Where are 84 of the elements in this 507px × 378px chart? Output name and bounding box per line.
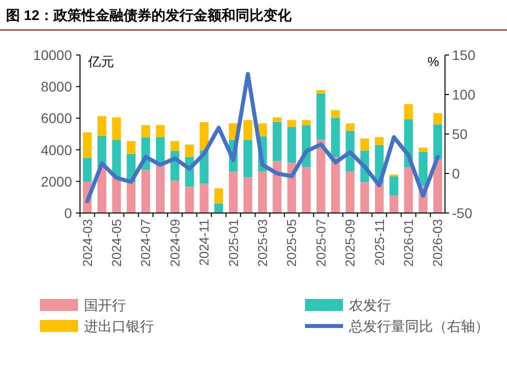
bar — [82, 158, 92, 182]
line-series — [85, 72, 440, 204]
chart-title: 图 12：政策性金融债券的发行金额和同比变化 — [6, 7, 292, 23]
bar — [404, 167, 413, 213]
bar — [156, 165, 165, 213]
legend-label: 总发行量同比（右轴） — [348, 318, 489, 334]
y-tick-label: 10000 — [33, 47, 72, 63]
bar — [82, 132, 92, 158]
bar — [331, 110, 340, 118]
bar — [360, 182, 370, 213]
legend-label: 进出口银行 — [84, 318, 154, 334]
bar — [141, 125, 150, 138]
x-tick-label: 2026-01 — [401, 219, 416, 267]
bar — [112, 176, 121, 213]
bar — [126, 182, 136, 213]
x-tick-label: 2024-07 — [138, 219, 154, 267]
bar — [390, 196, 398, 213]
bar — [346, 172, 354, 213]
bar — [360, 138, 370, 151]
bar — [316, 140, 326, 213]
x-tick-label: 2025-03 — [255, 219, 270, 267]
y2-tick-label: 50 — [452, 126, 468, 142]
bar — [433, 124, 442, 160]
bar — [141, 170, 150, 213]
bar — [200, 122, 208, 150]
x-tick-label: 2025-01 — [226, 219, 241, 267]
bar — [272, 161, 282, 213]
x-tick-label: 2024-09 — [167, 219, 182, 267]
bar — [98, 116, 106, 136]
y2-tick-label: 150 — [452, 47, 476, 63]
bar — [418, 152, 428, 186]
bar — [112, 117, 121, 140]
y2-axis-title: % — [427, 54, 440, 69]
x-tick-label: 2025-05 — [284, 219, 300, 267]
y2-tick-label: 100 — [452, 86, 476, 102]
bar — [272, 117, 282, 122]
bar — [374, 137, 384, 145]
bar — [214, 203, 224, 213]
y-tick-label: 2000 — [40, 173, 72, 190]
x-tick-label: 2024-11 — [196, 219, 212, 266]
bar — [287, 126, 296, 163]
legend-label: 国开行 — [84, 297, 126, 313]
y2-tick-label: 0 — [452, 166, 460, 182]
bar — [258, 172, 267, 213]
y-axis-title: 亿元 — [87, 54, 114, 69]
bar — [390, 176, 398, 196]
bar — [404, 104, 413, 120]
bar — [433, 113, 442, 124]
bar — [302, 167, 311, 213]
x-tick-label: 2026-03 — [430, 219, 446, 267]
x-tick-label: 2024-05 — [109, 219, 124, 267]
y-tick-label: 4000 — [40, 142, 72, 158]
y-tick-label: 0 — [64, 205, 72, 221]
y-tick-label: 8000 — [40, 78, 72, 95]
bar — [331, 156, 340, 213]
y2-tick-label: -50 — [452, 205, 472, 221]
bar — [98, 166, 106, 213]
bar — [156, 125, 165, 138]
x-tick-label: 2025-09 — [342, 219, 358, 267]
bar — [170, 180, 180, 213]
bar — [346, 123, 354, 131]
bar — [228, 172, 238, 213]
bar — [272, 122, 282, 162]
bar — [316, 90, 326, 94]
bar — [214, 188, 224, 204]
x-tick-label: 2025-11 — [372, 219, 387, 266]
bar — [418, 148, 428, 152]
bar — [287, 120, 296, 127]
bar — [200, 184, 208, 213]
y-tick-label: 6000 — [40, 110, 72, 126]
bar — [112, 140, 121, 177]
x-tick-label: 2024-03 — [80, 219, 95, 267]
bar — [302, 120, 311, 126]
bar — [244, 120, 252, 140]
legend-label: 农发行 — [349, 297, 391, 313]
bar — [244, 140, 252, 178]
x-tick-label: 2025-07 — [313, 219, 328, 267]
bar — [316, 93, 326, 140]
bar — [126, 141, 136, 154]
bar — [244, 177, 252, 213]
bar — [185, 186, 194, 213]
bar — [185, 144, 194, 157]
bar — [331, 118, 340, 157]
bar — [170, 141, 180, 151]
